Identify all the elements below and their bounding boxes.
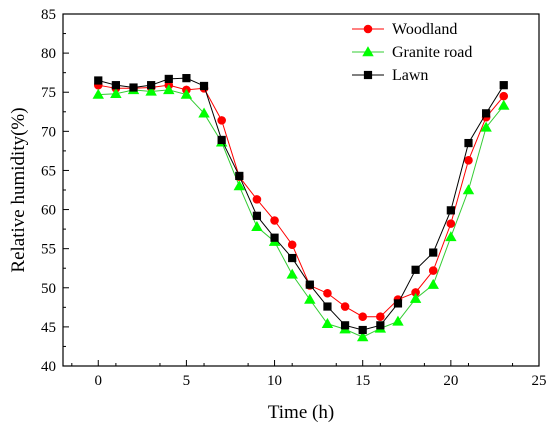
granite-road-point (498, 99, 510, 110)
lawn-point (446, 206, 455, 215)
granite-road-point (392, 315, 404, 326)
lawn-point (499, 81, 508, 90)
lawn-point (288, 253, 297, 263)
y-tick-label: 75 (41, 85, 56, 101)
y-tick-label: 65 (41, 163, 56, 179)
lawn-point (429, 248, 438, 257)
woodland-point (499, 91, 509, 101)
lawn-point (411, 265, 420, 274)
x-tick-label: 25 (532, 373, 547, 389)
lawn-point (358, 325, 367, 335)
granite-road-point (427, 278, 439, 289)
legend-item-granite-road: Granite road (352, 44, 472, 61)
lawn-series (94, 74, 508, 335)
woodland-point (376, 312, 385, 322)
legend-item-lawn: Lawn (352, 67, 428, 84)
woodland-series (93, 80, 509, 322)
woodland-point (217, 116, 226, 125)
x-tick-label: 5 (183, 373, 191, 389)
woodland-point (428, 266, 438, 275)
lawn-point (393, 299, 403, 308)
granite-road-point (409, 292, 422, 303)
y-tick-label: 55 (41, 242, 56, 258)
legend-label: Granite road (392, 44, 472, 61)
lawn-point (270, 233, 279, 242)
legend-item-woodland: Woodland (352, 21, 457, 38)
legend-marker (363, 24, 373, 34)
lawn-point (199, 81, 209, 91)
lawn-point (252, 211, 262, 220)
granite-road-point (163, 84, 175, 95)
y-tick-label: 80 (41, 46, 56, 62)
x-axis-title: Time (h) (268, 402, 334, 423)
granite-road-point (180, 88, 193, 99)
lawn-point (217, 135, 226, 145)
granite-road-point (304, 293, 316, 304)
granite-road-point (480, 121, 492, 132)
granite-road-point (356, 331, 369, 342)
y-tick-label: 70 (41, 124, 56, 140)
granite-road-line (98, 89, 505, 338)
y-tick-label: 40 (41, 359, 56, 375)
lawn-point (111, 81, 120, 90)
lawn-point (376, 321, 385, 330)
legend-marker (363, 70, 373, 80)
woodland-point (464, 155, 473, 165)
y-tick-label: 85 (41, 7, 56, 23)
granite-road-point (110, 87, 122, 98)
legend-label: Woodland (392, 21, 457, 38)
lawn-point (129, 83, 138, 92)
granite-road-point (251, 220, 263, 231)
lawn-point (340, 321, 350, 330)
granite-road-point (321, 317, 334, 328)
woodland-point (358, 312, 368, 322)
granite-road-point (286, 268, 298, 279)
granite-road-series (92, 84, 510, 342)
legend-label: Lawn (392, 67, 428, 84)
woodland-point (340, 302, 350, 311)
woodland-point (287, 240, 297, 250)
lawn-point (323, 302, 332, 311)
granite-road-point (445, 231, 457, 242)
woodland-point (323, 288, 332, 298)
woodland-point (270, 216, 279, 225)
lawn-point (182, 74, 191, 83)
y-axis-title: Relative humidity(%) (8, 107, 29, 272)
granite-road-point (92, 88, 104, 99)
lawn-line (98, 77, 505, 331)
x-tick-label: 0 (95, 373, 103, 389)
woodland-point (446, 219, 456, 228)
granite-road-point (233, 180, 246, 191)
lawn-point (235, 171, 244, 181)
x-tick-label: 15 (355, 373, 370, 389)
legend: Woodland Granite road Lawn (352, 21, 472, 84)
lawn-point (94, 76, 103, 85)
y-tick-label: 45 (41, 320, 56, 336)
woodland-line (98, 84, 505, 318)
lawn-point (305, 280, 314, 289)
lawn-point (464, 138, 473, 148)
granite-road-point (462, 184, 475, 195)
granite-road-point (198, 107, 210, 118)
y-tick-label: 60 (41, 203, 56, 219)
x-tick-label: 10 (267, 373, 282, 389)
lawn-point (482, 109, 491, 118)
lawn-point (164, 74, 173, 84)
granite-road-point (145, 85, 157, 96)
legend-marker (362, 46, 374, 57)
woodland-point (252, 195, 262, 204)
y-tick-label: 50 (41, 281, 56, 297)
x-tick-label: 20 (443, 373, 458, 389)
lawn-point (147, 81, 156, 90)
